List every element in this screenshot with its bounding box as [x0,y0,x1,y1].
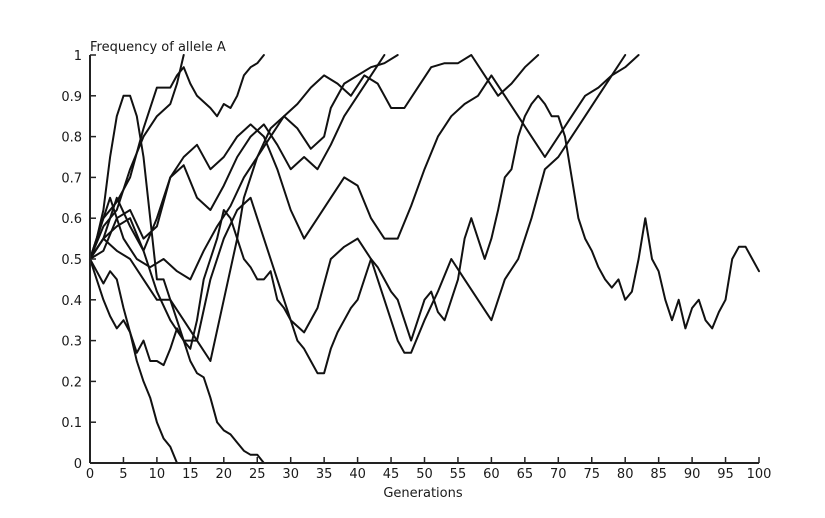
y-tick-label: 0.2 [61,375,82,390]
series-run-4 [89,54,627,354]
y-tick-label: 0 [74,457,82,472]
series-run-1 [89,258,178,464]
x-tick-label: 5 [119,467,127,482]
y-tick-label: 0.9 [61,90,82,105]
x-tick-label: 100 [747,467,772,482]
series-run-6 [89,54,185,260]
x-tick-label: 45 [383,467,400,482]
y-axis-ticks: 0 0.1 0.2 0.3 0.4 0.5 0.6 0.7 0.8 0.9 1 [61,49,96,472]
y-tick-label: 0.3 [61,335,82,350]
x-tick-label: 40 [349,467,366,482]
x-axis-ticks: 0 5 10 15 20 25 30 35 40 45 50 55 60 65 70 75 80 85 90 95 10… [86,457,772,482]
y-tick-label: 0.5 [61,253,82,268]
x-tick-label: 20 [216,467,233,482]
x-tick-label: 70 [550,467,567,482]
x-tick-label: 0 [86,467,94,482]
x-tick-label: 55 [450,467,467,482]
y-axis-title: Frequency of allele A [90,40,226,55]
x-tick-label: 10 [149,467,166,482]
x-tick-label: 80 [617,467,634,482]
x-tick-label: 15 [182,467,199,482]
x-tick-label: 60 [483,467,500,482]
x-tick-label: 75 [583,467,600,482]
series-run-3 [89,94,760,375]
y-tick-label: 0.4 [61,294,82,309]
y-tick-label: 0.6 [61,212,82,227]
x-tick-label: 30 [282,467,299,482]
series-run-9 [89,54,540,362]
x-tick-label: 90 [684,467,701,482]
series-run-7 [89,54,399,281]
y-tick-label: 1 [74,49,82,64]
x-tick-label: 25 [249,467,266,482]
series-run-8 [89,54,386,260]
y-tick-label: 0.8 [61,131,82,146]
x-tick-label: 65 [517,467,534,482]
series-run-10 [89,54,640,260]
x-tick-label: 50 [416,467,433,482]
y-tick-label: 0.1 [61,416,82,431]
series-lines [89,54,760,464]
series-run-2 [89,258,265,464]
x-tick-label: 85 [650,467,667,482]
x-axis-title: Generations [383,486,463,501]
x-tick-label: 95 [717,467,734,482]
x-tick-label: 35 [316,467,333,482]
y-tick-label: 0.7 [61,171,82,186]
